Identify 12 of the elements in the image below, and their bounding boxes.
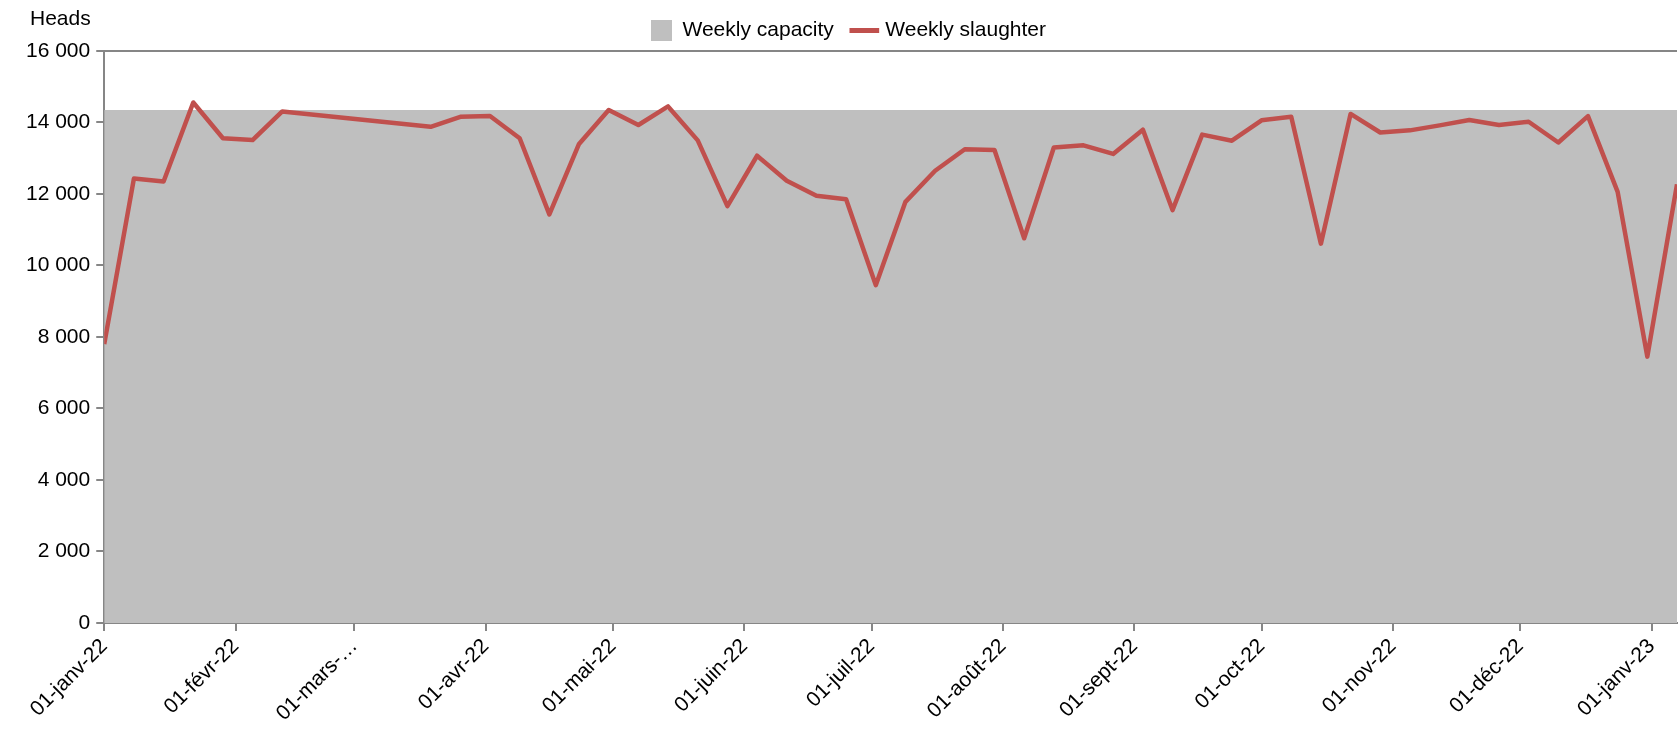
y-tick-label: 0 (78, 609, 91, 633)
y-tick-label: 14 000 (26, 109, 91, 133)
legend-label: Weekly capacity (682, 17, 835, 41)
y-tick-label: 16 000 (26, 37, 91, 61)
y-tick-label: 8 000 (37, 323, 91, 347)
y-tick-label: 6 000 (37, 395, 91, 419)
y-tick-label: 10 000 (26, 252, 91, 276)
legend-label: Weekly slaughter (885, 17, 1047, 41)
y-tick-label: 2 000 (37, 538, 91, 562)
y-axis-title: Heads (30, 6, 91, 30)
y-tick-label: 12 000 (26, 180, 91, 204)
y-tick-label: 4 000 (37, 466, 91, 490)
